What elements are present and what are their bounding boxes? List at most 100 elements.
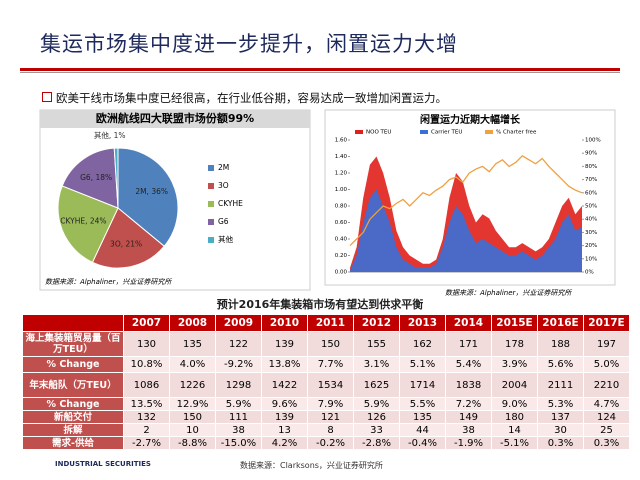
table-cell: 38 <box>445 423 492 437</box>
legend-label: 2M <box>218 163 229 172</box>
table-row: 需求-供给 -2.7% -8.8% -15.0% 4.2% -0.2% -2.8% -0.4%… <box>22 436 630 450</box>
legend-swatch <box>355 130 363 134</box>
table-cell: 7.2% <box>445 397 492 411</box>
column-header: 2008 <box>169 314 216 332</box>
column-header: 2014 <box>445 314 492 332</box>
table-cell: -2.7% <box>123 436 170 450</box>
table-cell: 2210 <box>583 372 630 398</box>
legend-swatch <box>485 130 493 134</box>
table-cell: 0.3% <box>537 436 584 450</box>
header-row: 2007 2008 2009 2010 2011 2012 2013 2014 2015E 201… <box>22 314 630 332</box>
y2-tick-label: 80% <box>585 164 597 170</box>
table-cell: 1086 <box>123 372 170 398</box>
table-cell: -0.4% <box>399 436 446 450</box>
table-cell: 122 <box>215 331 262 357</box>
y2-tick-label: 70% <box>585 177 597 183</box>
pie-slice <box>113 147 119 209</box>
legend-label: 其他 <box>218 234 233 244</box>
table-cell: 5.9% <box>215 397 262 411</box>
y-tick-label: 0.20 <box>335 253 348 259</box>
pie-source: 数据来源：Alphaliner，兴业证券研究所 <box>45 278 172 286</box>
table-row: 新船交付 132 150 111 139 121 126 135 149 180 137 124 <box>22 410 630 424</box>
column-header: 2015E <box>491 314 538 332</box>
pie-slice <box>91 207 165 269</box>
y-tick-label: 0.40 <box>335 237 348 243</box>
table-cell: -2.8% <box>353 436 400 450</box>
table-cell: 38 <box>215 423 262 437</box>
table-cell: 8 <box>307 423 354 437</box>
table-cell: 5.5% <box>399 397 446 411</box>
table-cell: 1226 <box>169 372 216 398</box>
table-cell: 5.3% <box>537 397 584 411</box>
row-header: 拆解 <box>22 423 124 437</box>
table-cell: 2111 <box>537 372 584 398</box>
table-cell: 7.7% <box>307 356 354 373</box>
table-cell: 5.9% <box>353 397 400 411</box>
row-header: 新船交付 <box>22 410 124 424</box>
table-row: % Change 13.5% 12.9% 5.9% 9.6% 7.9% 5.9% 5.5% 7.… <box>22 397 630 411</box>
table-row: % Change 10.8% 4.0% -9.2% 13.8% 7.7% 3.1% 5.1% 5… <box>22 356 630 373</box>
table-cell: 1838 <box>445 372 492 398</box>
table-cell: 13.5% <box>123 397 170 411</box>
column-header: 2011 <box>307 314 354 332</box>
table-cell: 5.1% <box>399 356 446 373</box>
y2-tick-label: 20% <box>585 243 597 249</box>
table-cell: 150 <box>169 410 216 424</box>
area-title: 闲置运力近期大幅增长 <box>420 113 521 126</box>
row-header: % Change <box>22 356 124 373</box>
table-cell: 126 <box>353 410 400 424</box>
table-cell: 1714 <box>399 372 446 398</box>
table-cell: 3.9% <box>491 356 538 373</box>
row-header: 需求-供给 <box>22 436 124 450</box>
table-cell: 14 <box>491 423 538 437</box>
data-table: 2007 2008 2009 2010 2011 2012 2013 2014 2015E 201… <box>22 314 630 450</box>
table-cell: 33 <box>353 423 400 437</box>
table-cell: 4.0% <box>169 356 216 373</box>
table-row: 海上集装箱贸易量（百万TEU） 130 135 122 139 150 155 162 171 1… <box>22 331 630 357</box>
pie-slice <box>57 185 119 263</box>
y2-tick-label: 40% <box>585 217 597 223</box>
table-cell: 7.9% <box>307 397 354 411</box>
corner-cell <box>22 314 124 332</box>
legend-swatch <box>208 165 214 171</box>
table-cell: 150 <box>307 331 354 357</box>
y-tick-label: 1.60 <box>335 138 348 144</box>
table-cell: 13.8% <box>261 356 308 373</box>
pie-slice <box>61 147 119 209</box>
table-cell: -8.8% <box>169 436 216 450</box>
title-rule-thin <box>20 72 620 73</box>
table-cell: 135 <box>169 331 216 357</box>
legend-swatch <box>208 183 214 189</box>
column-header: 2009 <box>215 314 262 332</box>
table-cell: 5.0% <box>583 356 630 373</box>
legend-swatch <box>208 237 214 243</box>
y-tick-label: 1.00 <box>335 187 348 193</box>
table-title: 预计2016年集装箱市场有望达到供求平衡 <box>216 298 424 311</box>
legend-label: G6 <box>218 217 229 226</box>
table-cell: 12.9% <box>169 397 216 411</box>
bullet-icon <box>42 92 52 102</box>
slice-label: 3O, 21% <box>110 239 142 248</box>
table-row: 拆解 2 10 38 13 8 33 44 38 14 30 25 <box>22 423 630 437</box>
table-cell: 30 <box>537 423 584 437</box>
table-cell: 3.1% <box>353 356 400 373</box>
table-cell: 130 <box>123 331 170 357</box>
bullet-text: 欧美干线市场集中度已经很高，在行业低谷期，容易达成一致增加闲置运力。 <box>56 91 447 105</box>
table-cell: 0.3% <box>583 436 630 450</box>
table-cell: 171 <box>445 331 492 357</box>
table-cell: 1422 <box>261 372 308 398</box>
legend-label: NOO TEU <box>366 130 391 136</box>
table-cell: 121 <box>307 410 354 424</box>
charts: 欧洲航线四大联盟市场份额99% 数据来源：Alphaliner，兴业证券研究所 … <box>39 109 616 297</box>
table-cell: 178 <box>491 331 538 357</box>
table-cell: 137 <box>537 410 584 424</box>
y-tick-label: 1.20 <box>335 171 348 177</box>
slice-label: CKYHE, 24% <box>60 217 106 226</box>
legend-label: Carrier TEU <box>431 130 462 136</box>
row-header: 海上集装箱贸易量（百万TEU） <box>22 331 124 357</box>
table-cell: 5.6% <box>537 356 584 373</box>
column-header: 2010 <box>261 314 308 332</box>
pie-title-bar <box>40 110 310 128</box>
table-cell: 162 <box>399 331 446 357</box>
column-header: 2016E <box>537 314 584 332</box>
